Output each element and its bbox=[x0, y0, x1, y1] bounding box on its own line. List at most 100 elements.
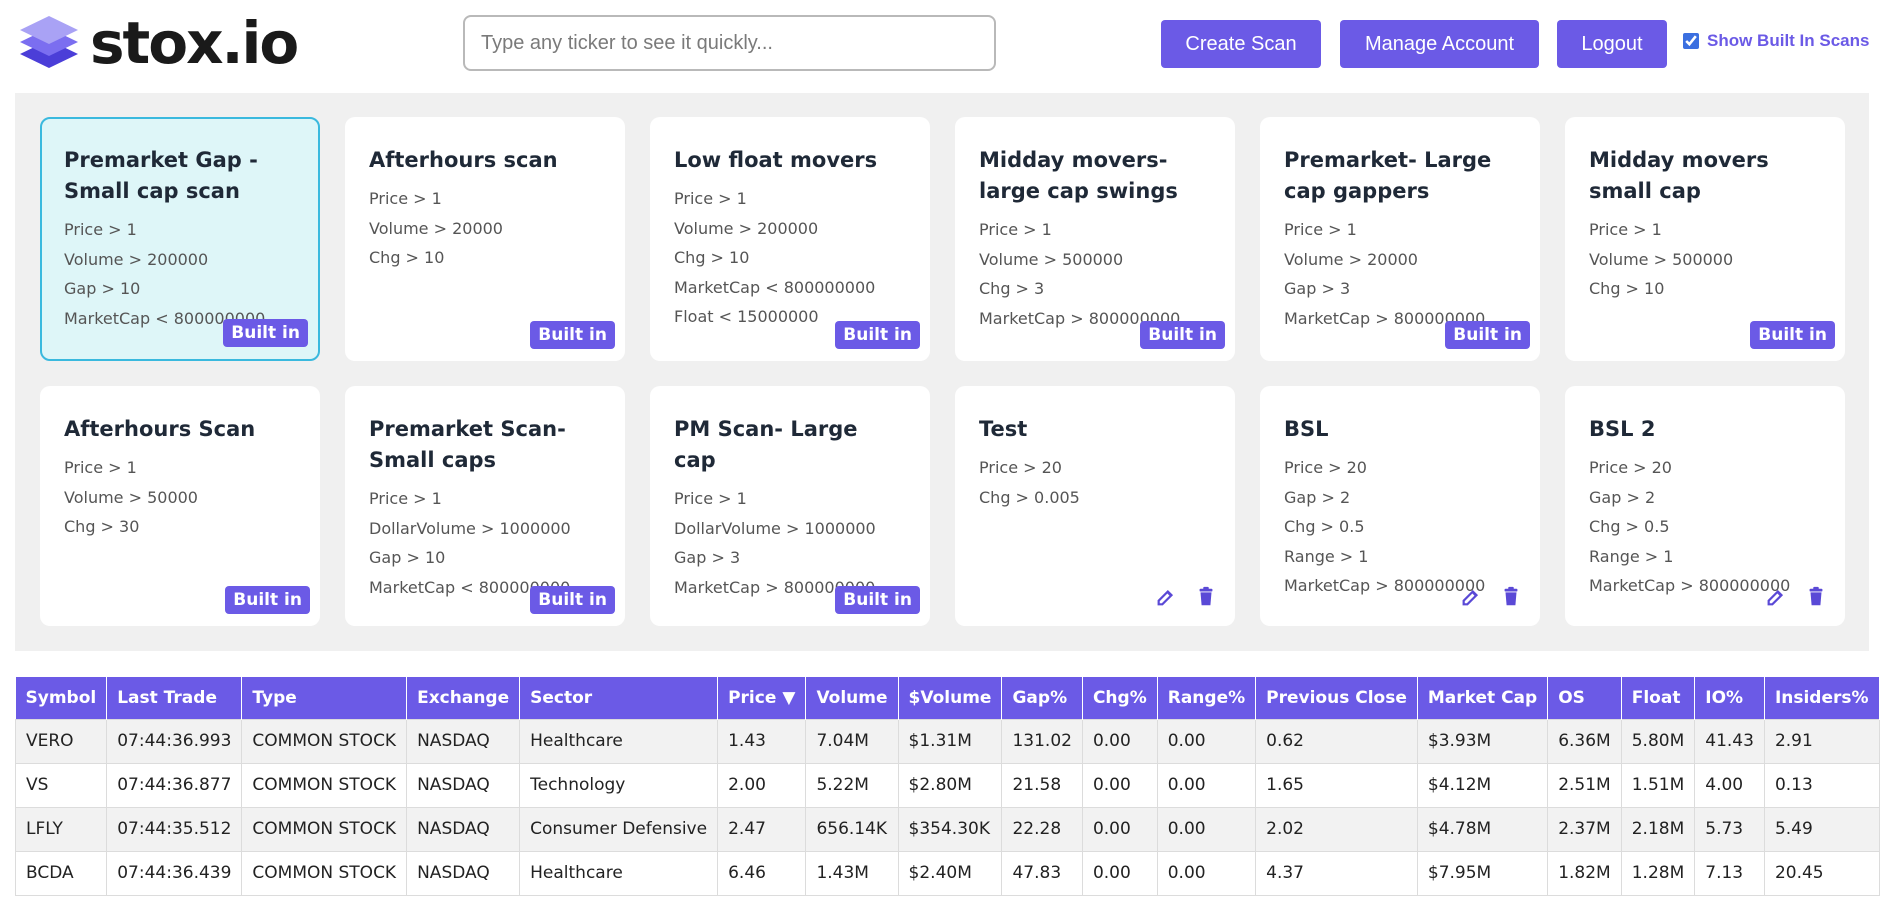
scan-card[interactable]: BSL Price > 20 Gap > 2 Chg > 0.5 Range > 1 Ma… bbox=[1260, 386, 1540, 626]
table-cell: 2.00 bbox=[717, 762, 807, 808]
built-in-badge: Built in bbox=[225, 586, 310, 614]
table-cell: $4.12M bbox=[1416, 762, 1549, 808]
column-header[interactable]: Exchange bbox=[406, 677, 521, 719]
table-body: VERO 07:44:36.993 COMMON STOCK NASDAQ Health… bbox=[14, 718, 1880, 896]
column-header[interactable]: Volume bbox=[805, 677, 899, 719]
table-cell: 0.00 bbox=[1081, 762, 1158, 808]
edit-icon[interactable] bbox=[1765, 586, 1787, 608]
column-header[interactable]: Sector bbox=[519, 677, 719, 719]
column-header-label: $Volume bbox=[908, 687, 992, 708]
table-cell: 2.51M bbox=[1547, 762, 1622, 808]
table-cell: 5.73 bbox=[1694, 806, 1765, 852]
column-header-label: Market Cap bbox=[1427, 687, 1538, 708]
scan-rule: DollarVolume > 1000000 bbox=[369, 518, 571, 538]
scan-rule: Gap > 2 bbox=[1589, 487, 1656, 507]
table-cell: 4.37 bbox=[1255, 850, 1418, 896]
scan-rule: Price > 1 bbox=[1284, 220, 1357, 239]
table-cell: 0.00 bbox=[1156, 762, 1257, 808]
scan-rule: Gap > 10 bbox=[64, 279, 141, 298]
column-header[interactable]: Market Cap bbox=[1417, 677, 1549, 719]
trash-icon[interactable] bbox=[1500, 586, 1522, 608]
column-header[interactable]: Range% bbox=[1157, 677, 1257, 719]
scan-card[interactable]: Premarket Scan- Small caps Price > 1 Dolla… bbox=[345, 386, 625, 626]
table-cell: 21.58 bbox=[1001, 762, 1083, 808]
table-cell: COMMON STOCK bbox=[241, 850, 408, 896]
show-builtin-scans-toggle[interactable]: Show Built In Scans bbox=[1683, 31, 1869, 51]
table-row[interactable]: LFLY 07:44:35.512 COMMON STOCK NASDAQ Consum… bbox=[14, 806, 1880, 852]
manage-account-button[interactable]: Manage Account bbox=[1340, 20, 1539, 68]
column-header-label: Last Trade bbox=[117, 687, 217, 708]
logout-button[interactable]: Logout bbox=[1557, 20, 1667, 68]
table-cell: 0.13 bbox=[1763, 762, 1880, 808]
table-cell: 2.37M bbox=[1547, 806, 1622, 852]
table-cell: NASDAQ bbox=[406, 850, 521, 896]
scan-card[interactable]: Premarket Gap - Small cap scan Price > 1 V… bbox=[40, 117, 320, 361]
table-cell: 07:44:36.993 bbox=[106, 718, 243, 764]
table-cell: 5.22M bbox=[805, 762, 899, 808]
table-row[interactable]: VS 07:44:36.877 COMMON STOCK NASDAQ Technolo… bbox=[14, 762, 1880, 808]
column-header-label: OS bbox=[1558, 687, 1585, 708]
column-header[interactable]: Type bbox=[241, 677, 408, 719]
table-row[interactable]: BCDA 07:44:36.439 COMMON STOCK NASDAQ Health… bbox=[14, 850, 1880, 896]
table-header-row: Symbol Last Trade Type Exchange Sector Price ▼… bbox=[15, 677, 1880, 719]
create-scan-button[interactable]: Create Scan bbox=[1161, 20, 1321, 68]
ticker-search-input[interactable] bbox=[463, 15, 996, 71]
table-cell: COMMON STOCK bbox=[241, 762, 408, 808]
scan-card-title: Midday movers-large cap swings bbox=[979, 148, 1178, 203]
table-cell: BCDA bbox=[14, 850, 108, 896]
scan-card[interactable]: Midday movers-large cap swings Price > 1 V… bbox=[955, 117, 1235, 361]
edit-icon[interactable] bbox=[1155, 586, 1177, 608]
table-cell: 0.62 bbox=[1255, 718, 1418, 764]
scan-rule: Price > 20 bbox=[979, 458, 1062, 477]
edit-icon[interactable] bbox=[1460, 586, 1482, 608]
table-cell: 656.14K bbox=[805, 806, 899, 852]
table-cell: NASDAQ bbox=[406, 718, 521, 764]
results-table-container: Symbol Last Trade Type Exchange Sector Price ▼… bbox=[14, 677, 1880, 896]
table-row[interactable]: VERO 07:44:36.993 COMMON STOCK NASDAQ Health… bbox=[14, 718, 1880, 764]
trash-icon[interactable] bbox=[1805, 586, 1827, 608]
scan-card[interactable]: Afterhours Scan Price > 1 Volume > 50000 Ch… bbox=[40, 386, 320, 626]
column-header[interactable]: OS bbox=[1547, 677, 1622, 719]
table-cell: 2.47 bbox=[717, 806, 807, 852]
column-header[interactable]: Gap% bbox=[1001, 677, 1083, 719]
column-header[interactable]: Float bbox=[1621, 677, 1696, 719]
column-header[interactable]: Previous Close bbox=[1255, 677, 1418, 719]
scan-card-title: Test bbox=[979, 417, 1028, 441]
column-header[interactable]: IO% bbox=[1694, 677, 1765, 719]
trash-icon[interactable] bbox=[1195, 586, 1217, 608]
scan-rule: Gap > 10 bbox=[369, 548, 446, 567]
table-cell: 07:44:36.439 bbox=[106, 850, 243, 896]
table-cell: $354.30K bbox=[897, 806, 1003, 852]
column-header[interactable]: Symbol bbox=[15, 677, 108, 719]
scan-rule: Gap > 3 bbox=[674, 548, 741, 567]
scan-card-title: Afterhours scan bbox=[369, 148, 558, 172]
scan-rule: DollarVolume > 1000000 bbox=[674, 518, 876, 538]
scan-card[interactable]: PM Scan- Large cap Price > 1 DollarVolume … bbox=[650, 386, 930, 626]
sort-desc-icon: ▼ bbox=[782, 687, 796, 708]
scan-rule: Chg > 10 bbox=[1589, 279, 1665, 298]
show-builtin-scans-checkbox[interactable] bbox=[1683, 33, 1699, 49]
column-header[interactable]: $Volume bbox=[898, 677, 1003, 719]
scan-card[interactable]: Test Price > 20 Chg > 0.005 bbox=[955, 386, 1235, 626]
scan-rule: Price > 1 bbox=[64, 220, 137, 239]
results-table: Symbol Last Trade Type Exchange Sector Price ▼… bbox=[14, 677, 1880, 896]
table-cell: 2.91 bbox=[1763, 718, 1880, 764]
column-header[interactable]: Price ▼ bbox=[717, 677, 807, 719]
scan-card[interactable]: Afterhours scan Price > 1 Volume > 20000 Ch… bbox=[345, 117, 625, 361]
scan-rule: Price > 1 bbox=[64, 458, 137, 477]
column-header[interactable]: Last Trade bbox=[106, 677, 243, 719]
scan-card-actions bbox=[1460, 586, 1522, 608]
scan-rule: Volume > 500000 bbox=[979, 249, 1124, 269]
table-cell: 1.43 bbox=[717, 718, 807, 764]
table-cell: 1.82M bbox=[1547, 850, 1622, 896]
column-header[interactable]: Insiders% bbox=[1764, 677, 1880, 719]
column-header[interactable]: Chg% bbox=[1082, 677, 1158, 719]
scan-card[interactable]: BSL 2 Price > 20 Gap > 2 Chg > 0.5 Range > 1… bbox=[1565, 386, 1845, 626]
table-cell: 20.45 bbox=[1763, 850, 1880, 896]
table-cell: 6.36M bbox=[1547, 718, 1622, 764]
scan-card[interactable]: Low float movers Price > 1 Volume > 200000… bbox=[650, 117, 930, 361]
column-header-label: Symbol bbox=[25, 687, 97, 708]
logo[interactable]: stox.io bbox=[14, 10, 299, 76]
scan-card[interactable]: Midday movers small cap Price > 1 Volume >… bbox=[1565, 117, 1845, 361]
scan-card[interactable]: Premarket- Large cap gappers Price > 1 Vol… bbox=[1260, 117, 1540, 361]
